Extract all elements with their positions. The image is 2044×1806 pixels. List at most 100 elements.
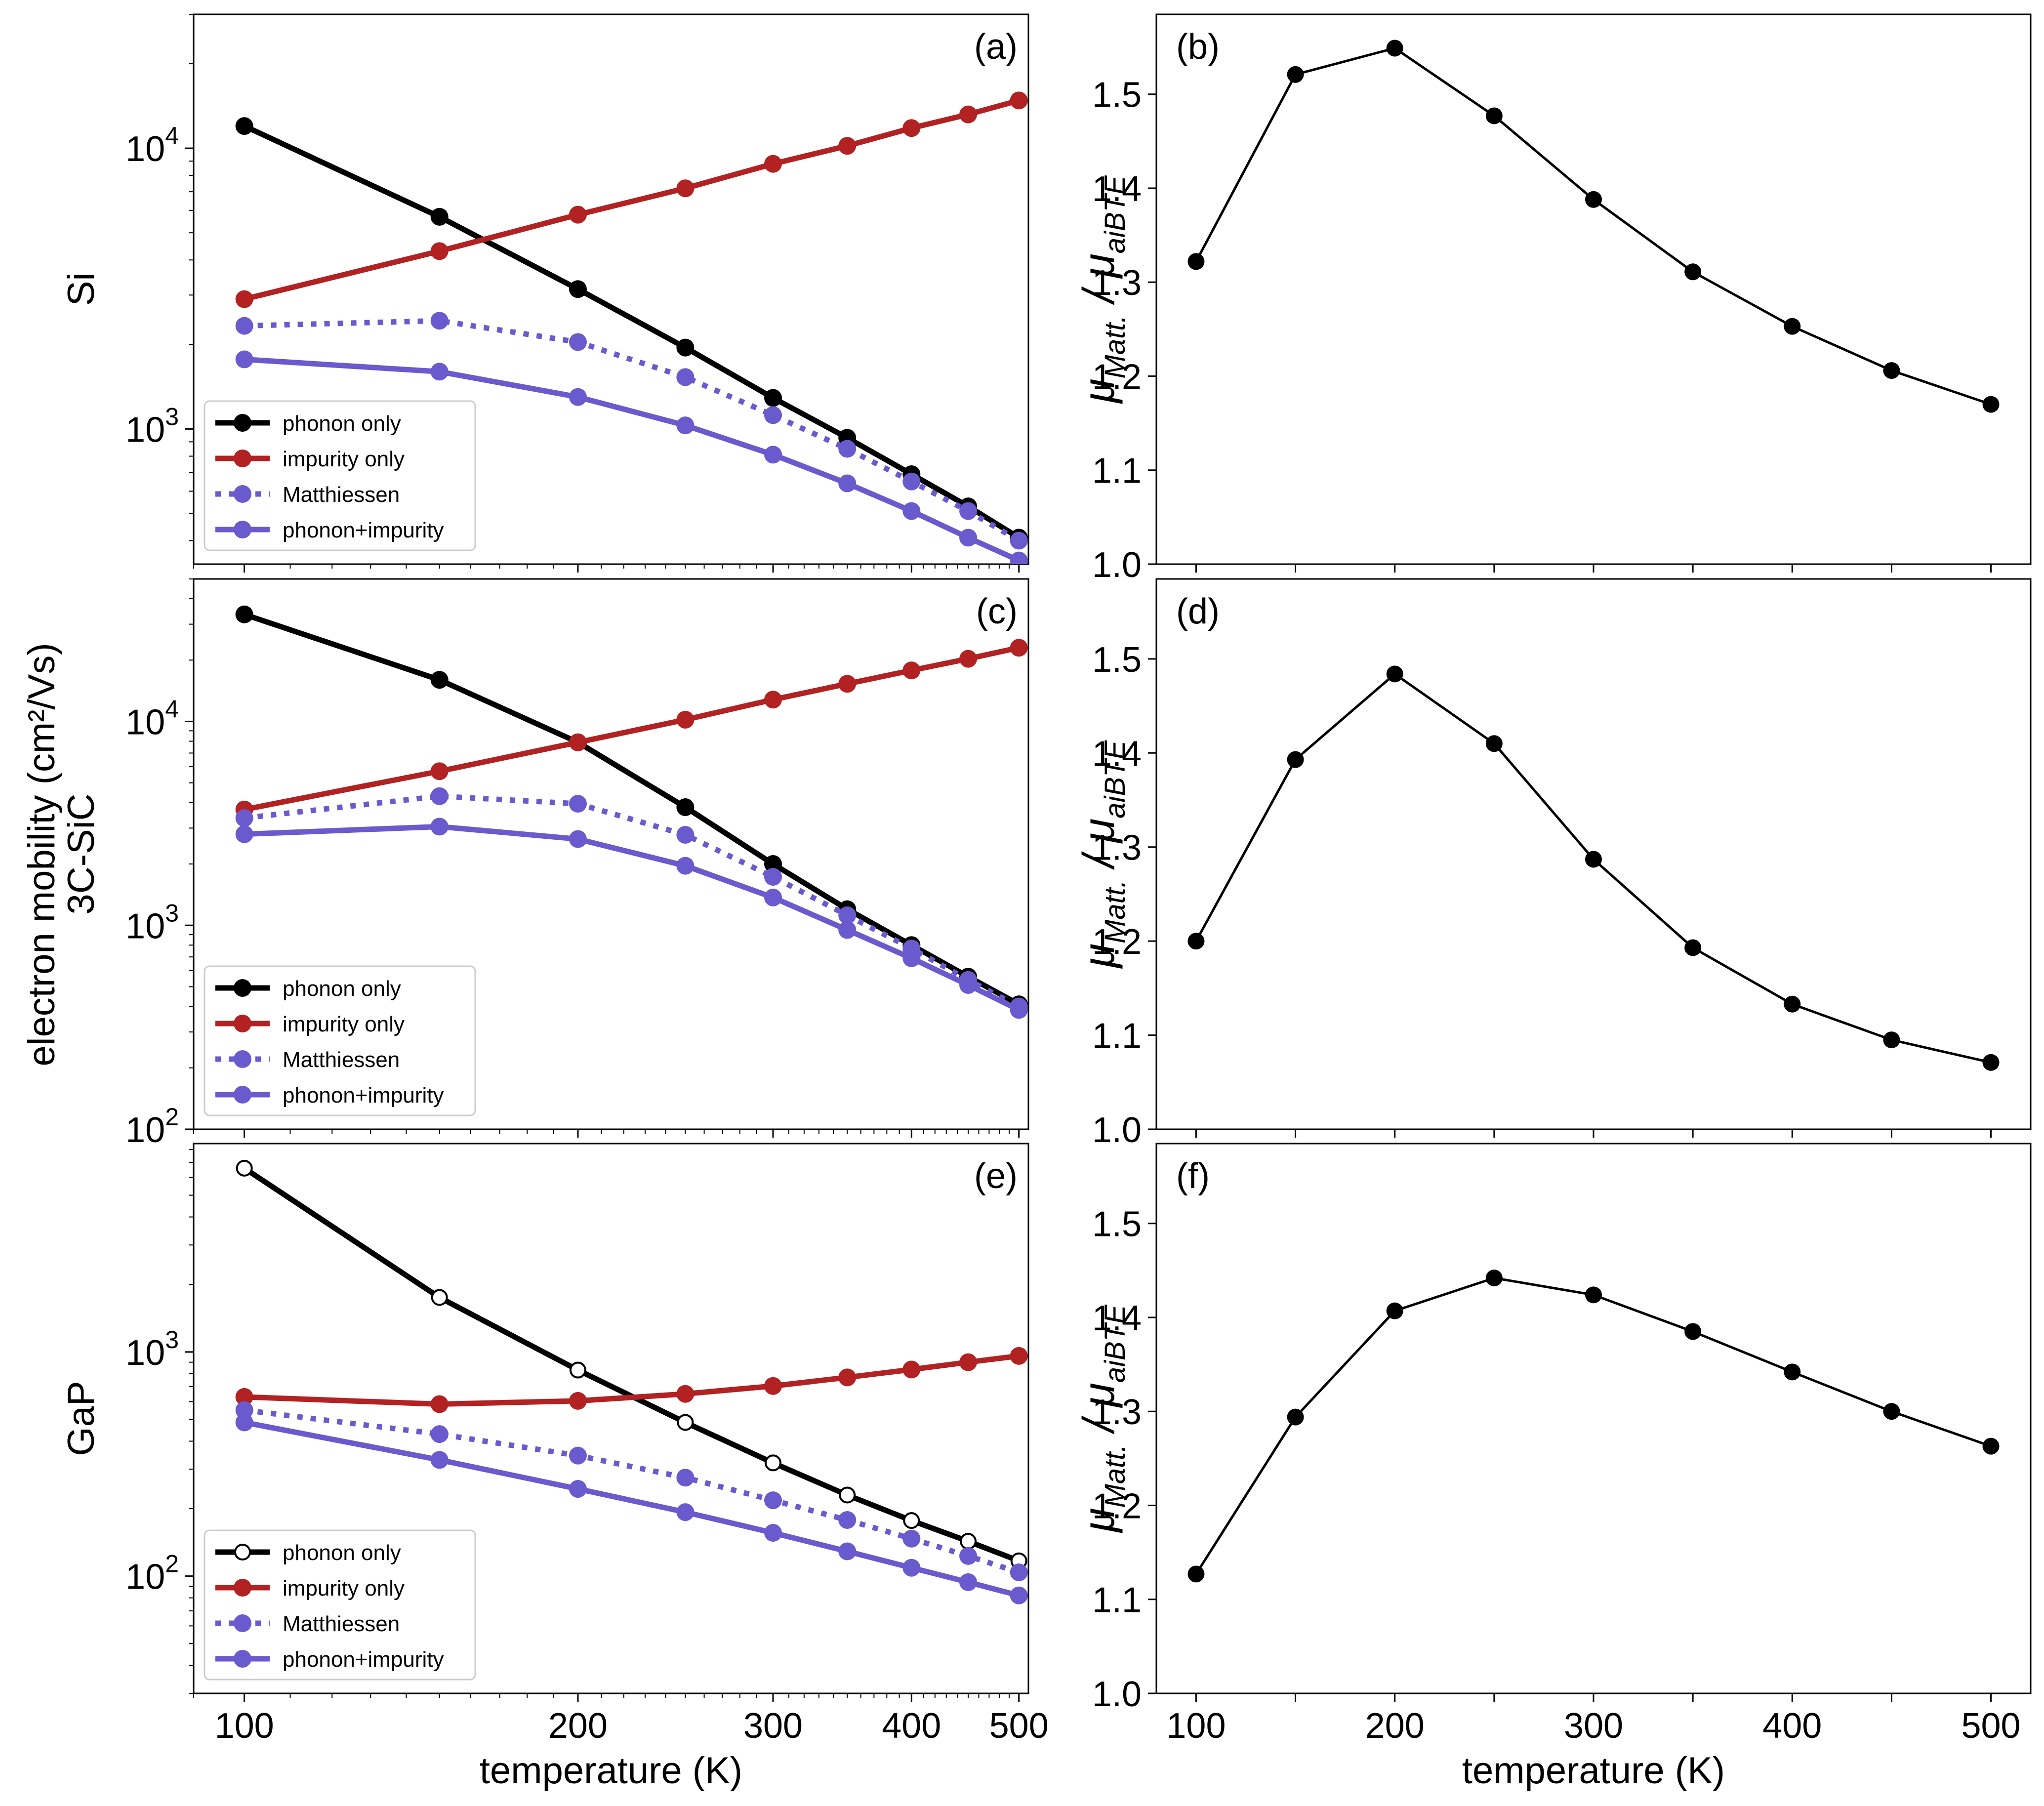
data-point <box>1287 751 1304 768</box>
data-point <box>235 117 253 135</box>
y-tick-label: 1.2 <box>1092 1486 1142 1526</box>
data-point <box>838 921 857 939</box>
y-tick-base: 10 <box>125 410 165 450</box>
legend-entry: phonon+impurity <box>283 1083 444 1108</box>
legend-marker <box>234 1015 251 1032</box>
data-point <box>430 787 449 805</box>
data-point <box>430 207 449 226</box>
legend-marker <box>234 1614 251 1632</box>
data-point <box>431 1289 448 1306</box>
y-tick-label: 102 <box>125 1103 179 1150</box>
y-tick-label: 1.0 <box>1092 1110 1142 1150</box>
legend-box <box>204 965 476 1116</box>
legend-marker <box>234 1579 251 1597</box>
data-point <box>676 798 695 816</box>
legend: phonon only impurity only Matthiessen phono… <box>204 965 476 1116</box>
data-point <box>838 1368 857 1387</box>
y-tick-label: 103 <box>125 899 179 946</box>
legend-entry: impurity only <box>283 1012 405 1036</box>
data-point <box>764 155 782 173</box>
x-tick-label: 100 <box>1166 1706 1226 1746</box>
data-point <box>676 1385 695 1403</box>
axes-frame <box>193 578 1029 1130</box>
data-point <box>430 818 449 836</box>
axes-frame <box>193 1143 1029 1694</box>
data-point <box>902 949 921 967</box>
legend-entry: phonon only <box>283 1541 401 1565</box>
data-point <box>569 830 587 848</box>
ylabel-sep: / μ <box>1074 253 1124 315</box>
y-tick-label: 1.2 <box>1092 922 1142 962</box>
data-point <box>569 205 587 224</box>
plot-area <box>1187 40 2000 413</box>
y-tick-label: 104 <box>125 695 179 742</box>
data-point <box>430 312 449 330</box>
data-point <box>676 857 695 875</box>
data-point <box>1386 665 1403 683</box>
data-point <box>235 317 253 335</box>
data-point <box>235 809 253 827</box>
data-point <box>676 1503 695 1521</box>
data-point <box>676 1469 695 1487</box>
legend-entry: phonon only <box>283 411 401 436</box>
data-point <box>1684 1323 1702 1340</box>
data-point <box>838 1511 857 1529</box>
data-point <box>902 502 921 520</box>
ylabel-num-sub: Matt. <box>1099 1444 1131 1508</box>
data-point <box>838 675 857 693</box>
series-line <box>244 793 1021 1009</box>
y-tick-label: 1.3 <box>1092 828 1142 868</box>
x-tick-label: 400 <box>1762 1706 1822 1746</box>
data-point <box>569 1480 587 1498</box>
x-axis-label: temperature (K) <box>1462 1750 1725 1792</box>
data-point <box>1010 1347 1028 1365</box>
data-point <box>1187 253 1205 270</box>
data-point <box>902 1529 921 1548</box>
y-tick-label: 1.0 <box>1092 545 1142 585</box>
ylabel-num-sub: Matt. <box>1099 315 1131 379</box>
legend-entry: phonon+impurity <box>283 1647 444 1672</box>
data-point <box>1386 1302 1403 1319</box>
ylabel-sep: / μ <box>1074 819 1124 880</box>
data-point <box>902 119 921 137</box>
data-point <box>1585 851 1602 868</box>
panel-label: (b) <box>1176 27 1220 67</box>
legend-entry: Matthiessen <box>283 483 400 507</box>
data-point <box>1784 318 1801 335</box>
data-point <box>959 529 978 547</box>
data-point <box>235 1388 253 1406</box>
data-point <box>902 472 921 491</box>
data-point <box>430 363 449 381</box>
data-point <box>764 855 782 873</box>
data-point <box>569 1392 587 1410</box>
data-point <box>764 1524 782 1542</box>
data-point <box>1982 1054 2000 1071</box>
y-tick-exp: 4 <box>165 122 179 150</box>
data-point <box>1784 995 1801 1013</box>
data-point <box>1010 639 1028 657</box>
data-point <box>676 710 695 729</box>
ylabel-den-sub: aiBTE <box>1099 739 1131 818</box>
x-tick-label: 300 <box>1564 1706 1623 1746</box>
ylabel-den-sub: aiBTE <box>1099 1304 1131 1383</box>
legend: phonon only impurity only Matthiessen phono… <box>204 1529 476 1681</box>
data-point <box>764 867 782 886</box>
data-point <box>1287 66 1304 83</box>
panel-label: (f) <box>1176 1156 1210 1196</box>
x-tick-label: 200 <box>1365 1706 1425 1746</box>
x-tick-label: 100 <box>215 1706 274 1746</box>
plot-area <box>235 91 1028 564</box>
data-point <box>235 350 253 369</box>
x-tick-label: 300 <box>743 1706 803 1746</box>
ylabel-num-sub: Matt. <box>1099 880 1131 944</box>
data-point <box>764 888 782 906</box>
data-point <box>765 1454 782 1472</box>
row-label: 3C-SiC <box>60 794 102 915</box>
y-tick-label: 1.3 <box>1092 1393 1142 1432</box>
data-point <box>1585 191 1602 208</box>
data-point <box>569 333 587 351</box>
data-point <box>1187 933 1205 950</box>
legend-marker <box>234 414 251 432</box>
